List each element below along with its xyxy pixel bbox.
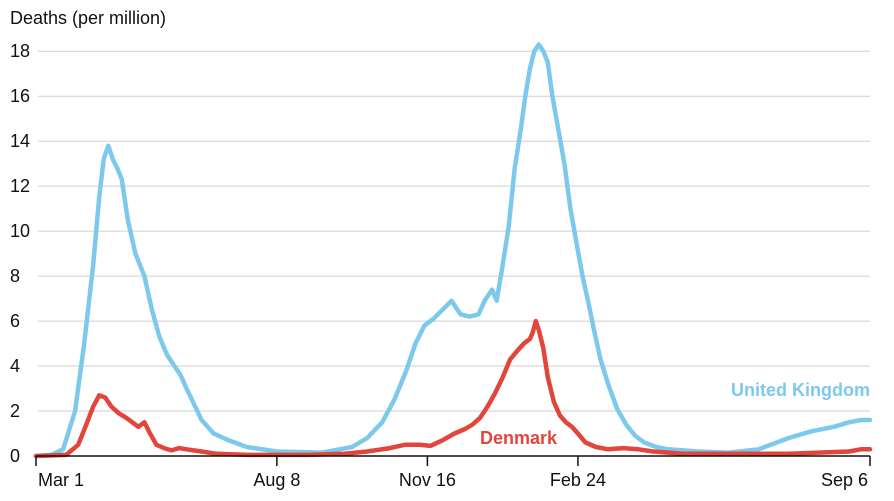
series-line-united-kingdom	[33, 42, 873, 459]
y-tick-label: 2	[10, 401, 20, 421]
y-tick-label: 6	[10, 311, 20, 331]
x-tick-label: Sep 6	[821, 470, 868, 490]
y-tick-label: 14	[10, 131, 30, 151]
y-tick-label: 0	[10, 446, 20, 466]
legend-united-kingdom: United Kingdom	[731, 380, 870, 400]
y-tick-label: 12	[10, 176, 30, 196]
x-tick-label: Feb 24	[550, 470, 606, 490]
y-tick-label: 4	[10, 356, 20, 376]
y-axis-title: Deaths (per million)	[10, 8, 167, 28]
y-tick-label: 8	[10, 266, 20, 286]
x-tick-label: Aug 8	[253, 470, 300, 490]
y-tick-label: 16	[10, 86, 30, 106]
x-tick-label: Nov 16	[399, 470, 456, 490]
x-tick-label: Mar 1	[38, 470, 84, 490]
legend-denmark: Denmark	[480, 428, 558, 448]
y-tick-label: 18	[10, 41, 30, 61]
y-tick-label: 10	[10, 221, 30, 241]
series-line-denmark	[33, 318, 873, 459]
